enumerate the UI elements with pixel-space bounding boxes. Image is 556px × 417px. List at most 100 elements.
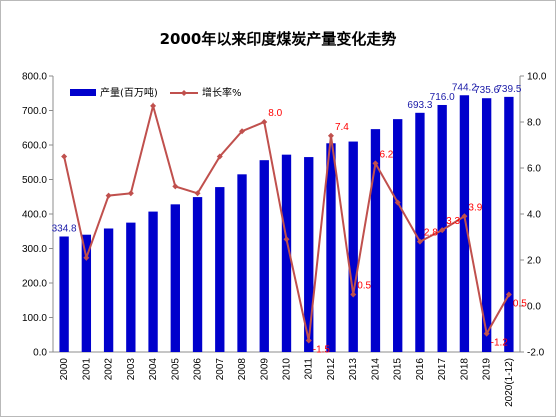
line-data-label: 6.2	[379, 149, 393, 160]
legend-bar-label: 产量(百万吨)	[100, 86, 158, 99]
bar-data-label: 739.5	[496, 84, 521, 95]
x-tick-label: 2018	[459, 358, 470, 381]
growth-point	[327, 132, 334, 139]
x-tick-label: 2017	[437, 358, 448, 381]
line-data-label: -1.2	[491, 338, 509, 349]
bar	[326, 143, 336, 352]
growth-point	[172, 183, 179, 190]
x-tick-label: 2012	[326, 358, 337, 381]
bar	[103, 228, 114, 352]
y-left-tick-label: 300.0	[22, 244, 47, 255]
legend-bar-swatch	[70, 89, 96, 96]
y-right-tick-label: 0.0	[527, 302, 541, 313]
bar	[393, 119, 403, 352]
x-tick-label: 2004	[148, 358, 159, 381]
line-data-label: 3.3	[446, 216, 460, 227]
x-tick-label: 2006	[193, 358, 204, 381]
growth-point	[416, 238, 423, 245]
bar	[192, 197, 203, 352]
y-left-tick-label: 800.0	[22, 72, 47, 83]
x-tick-label: 2014	[370, 358, 381, 381]
x-tick-label: 2020(1-12)	[504, 358, 515, 407]
line-data-label: 8.0	[268, 108, 282, 119]
legend-line-marker	[181, 90, 187, 96]
line-data-label: -1.5	[313, 345, 331, 356]
growth-point	[194, 190, 201, 197]
growth-point	[483, 330, 490, 337]
bar	[348, 141, 358, 352]
y-right-tick-label: 2.0	[527, 256, 541, 267]
bar	[215, 187, 225, 352]
bar-data-label: 744.2	[452, 82, 477, 93]
bar	[370, 129, 381, 352]
growth-point	[461, 213, 468, 220]
growth-point	[150, 102, 157, 109]
bar	[281, 154, 292, 352]
x-tick-label: 2008	[237, 358, 248, 381]
x-tick-label: 2003	[126, 358, 137, 381]
growth-point	[61, 153, 68, 160]
line-data-label: 2.8	[424, 228, 438, 239]
growth-point	[83, 254, 90, 261]
bar	[259, 160, 269, 352]
bar	[81, 234, 92, 352]
bar-data-label: 716.0	[430, 92, 455, 103]
x-tick-label: 2015	[393, 358, 404, 381]
bar	[415, 112, 425, 353]
bar	[459, 95, 470, 352]
growth-point	[105, 192, 112, 199]
y-right-tick-label: 10.0	[527, 72, 547, 83]
x-tick-label: 2013	[348, 358, 359, 381]
growth-point	[350, 291, 357, 298]
growth-point	[372, 160, 379, 167]
growth-point	[394, 199, 401, 206]
bar-data-label: 735.6	[474, 85, 499, 96]
bar	[59, 236, 69, 352]
x-tick-label: 2000	[59, 358, 70, 381]
line-data-label: 3.9	[468, 202, 482, 213]
line-data-label: 7.4	[335, 122, 349, 133]
growth-point	[261, 119, 268, 125]
y-left-tick-label: 0.0	[33, 348, 47, 359]
y-left-tick-label: 600.0	[22, 141, 47, 152]
x-tick-label: 2011	[304, 358, 315, 380]
line-data-label: 0.5	[357, 281, 371, 292]
growth-point	[283, 236, 290, 243]
chart-title: 2000年以来印度煤炭产量变化走势	[159, 30, 397, 48]
bar-data-label: 334.8	[52, 223, 77, 234]
line-data-label: 0.5	[513, 299, 527, 310]
y-right-tick-label: -2.0	[527, 348, 545, 359]
bar	[237, 174, 247, 352]
x-tick-label: 2007	[215, 358, 226, 381]
bar-data-label: 693.3	[407, 100, 432, 111]
growth-point	[439, 227, 446, 234]
growth-point	[305, 337, 312, 344]
x-tick-label: 2009	[259, 358, 270, 381]
bar	[126, 222, 136, 352]
x-tick-label: 2001	[81, 358, 92, 381]
growth-point	[505, 291, 512, 298]
growth-point	[239, 128, 246, 135]
y-left-tick-label: 400.0	[22, 210, 47, 221]
x-tick-label: 2016	[415, 358, 426, 381]
x-tick-label: 2010	[282, 358, 293, 381]
bar	[304, 157, 314, 352]
growth-point	[127, 190, 134, 197]
x-tick-label: 2002	[104, 358, 115, 381]
y-left-tick-label: 700.0	[22, 106, 47, 117]
y-left-tick-label: 200.0	[22, 279, 47, 290]
y-left-tick-label: 500.0	[22, 175, 47, 186]
y-left-tick-label: 100.0	[22, 313, 47, 324]
y-right-tick-label: 6.0	[527, 164, 541, 175]
bar	[504, 96, 514, 352]
bar	[170, 204, 180, 352]
x-tick-label: 2005	[170, 358, 181, 381]
y-right-tick-label: 8.0	[527, 118, 541, 129]
growth-point	[216, 153, 223, 160]
bar	[481, 98, 492, 352]
y-right-tick-label: 4.0	[527, 210, 541, 221]
bar	[148, 211, 158, 352]
legend-line-label: 增长率%	[202, 86, 242, 99]
x-tick-label: 2019	[482, 358, 493, 381]
